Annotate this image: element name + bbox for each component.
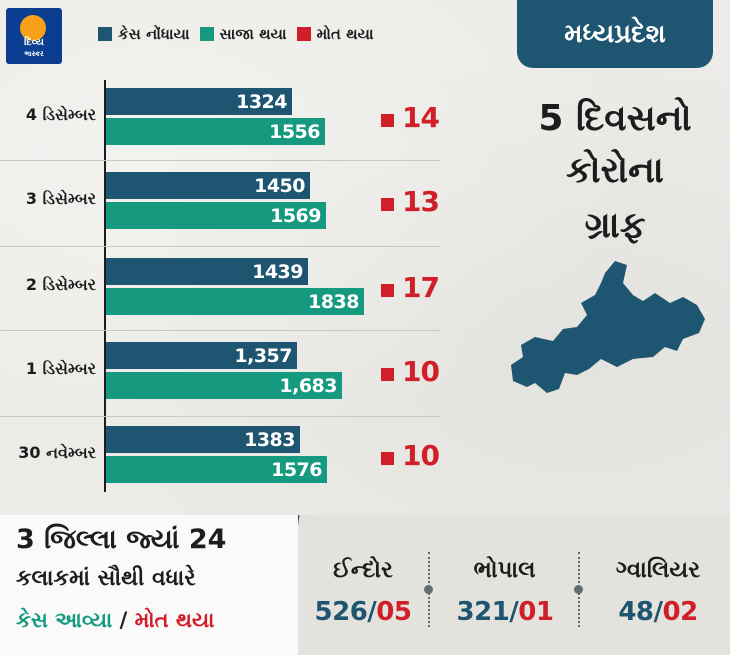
category-label-3-dec: 3 ડિસેમ્બર bbox=[25, 189, 96, 208]
logo-line1: દિવ્ય bbox=[24, 37, 44, 48]
category-label-2-dec: 2 ડિસેમ્બર bbox=[25, 275, 96, 294]
caption-separator: / bbox=[119, 608, 128, 632]
legend-swatch-cases bbox=[98, 27, 112, 41]
city-cases-indore: 526 bbox=[314, 597, 368, 627]
title-line-2: કોરોના bbox=[566, 150, 664, 191]
caption-deaths-label: મોત થયા bbox=[134, 608, 215, 632]
caption-cases-label: કેસ આવ્યા bbox=[16, 608, 113, 632]
chart-axis-line bbox=[104, 80, 106, 492]
madhya-pradesh-map-icon bbox=[511, 261, 705, 393]
caption-line-2: કલાકમાં સૌથી વધારે bbox=[16, 566, 196, 591]
divider-dot bbox=[424, 585, 433, 594]
divider-dot bbox=[574, 585, 583, 594]
bar-cases-4-dec: 1324 bbox=[106, 88, 292, 115]
category-label-30-nov: 30 નવેમ્બર bbox=[18, 443, 96, 462]
death-value-2-dec: 17 bbox=[402, 271, 440, 304]
death-marker-30-nov bbox=[381, 452, 394, 465]
legend-label-recovered: સાજા થયા bbox=[219, 25, 287, 43]
state-badge: મધ્યપ્રદેશ bbox=[517, 0, 713, 68]
death-marker-3-dec bbox=[381, 198, 394, 211]
bar-recovered-30-nov: 1576 bbox=[106, 456, 327, 483]
legend-swatch-deaths bbox=[296, 27, 311, 41]
death-value-1-dec: 10 bbox=[402, 355, 440, 388]
sun-icon bbox=[20, 15, 46, 41]
city-name-gwalior: ગ્વાલિયર bbox=[615, 557, 701, 583]
city-deaths-bhopal: 01 bbox=[518, 597, 554, 627]
death-marker-4-dec bbox=[381, 114, 394, 127]
legend-label-cases: કેસ નોંધાયા bbox=[118, 25, 190, 43]
divya-bhaskar-logo: દિવ્ય ભાસ્કર bbox=[6, 8, 62, 64]
city-name-bhopal: ભોપાલ bbox=[473, 557, 536, 583]
legend-swatch-recovered bbox=[199, 27, 214, 41]
death-value-4-dec: 14 bbox=[402, 101, 440, 134]
legend-item-cases: કેસ નોંધાયા bbox=[98, 25, 190, 43]
death-marker-1-dec bbox=[381, 368, 394, 381]
death-value-30-nov: 10 bbox=[402, 439, 440, 472]
bar-cases-30-nov: 1383 bbox=[106, 426, 300, 453]
row-separator bbox=[0, 160, 440, 161]
row-separator bbox=[0, 246, 440, 247]
city-values-indore: 526/05 bbox=[314, 597, 412, 627]
death-value-3-dec: 13 bbox=[402, 185, 440, 218]
title-line-1: 5 દિવસનો bbox=[538, 98, 692, 139]
category-label-4-dec: 4 ડિસેમ્બર bbox=[25, 105, 96, 124]
legend-item-deaths: મોત થયા bbox=[296, 25, 374, 43]
city-values-bhopal: 321/01 bbox=[456, 597, 554, 627]
death-marker-2-dec bbox=[381, 284, 394, 297]
bar-cases-3-dec: 1450 bbox=[106, 172, 310, 199]
legend-item-recovered: સાજા થયા bbox=[199, 25, 287, 43]
title-line-3: ગ્રાફ bbox=[584, 205, 646, 246]
city-name-indore: ઈન્દોર bbox=[333, 557, 393, 583]
city-deaths-gwalior: 02 bbox=[662, 597, 699, 627]
city-cases-bhopal: 321 bbox=[456, 597, 510, 627]
bottom-caption-box bbox=[0, 515, 298, 655]
logo-line2: ભાસ્કર bbox=[24, 50, 44, 58]
row-separator bbox=[0, 416, 440, 417]
city-deaths-indore: 05 bbox=[376, 597, 412, 627]
legend-label-deaths: મોત થયા bbox=[316, 25, 374, 43]
bar-recovered-2-dec: 1838 bbox=[106, 288, 364, 315]
row-separator bbox=[0, 330, 440, 331]
bar-recovered-1-dec: 1,683 bbox=[106, 372, 342, 399]
bar-cases-1-dec: 1,357 bbox=[106, 342, 297, 369]
bar-recovered-4-dec: 1556 bbox=[106, 118, 325, 145]
category-label-1-dec: 1 ડિસેમ્બર bbox=[25, 359, 96, 378]
city-cases-gwalior: 48 bbox=[618, 597, 654, 627]
bar-recovered-3-dec: 1569 bbox=[106, 202, 326, 229]
city-values-gwalior: 48/02 bbox=[618, 597, 699, 627]
caption-line-1: 3 જિલ્લા જ્યાં 24 bbox=[16, 524, 227, 555]
legend: કેસ નોંધાયા સાજા થયા મોત થયા bbox=[98, 22, 374, 46]
bar-cases-2-dec: 1439 bbox=[106, 258, 308, 285]
